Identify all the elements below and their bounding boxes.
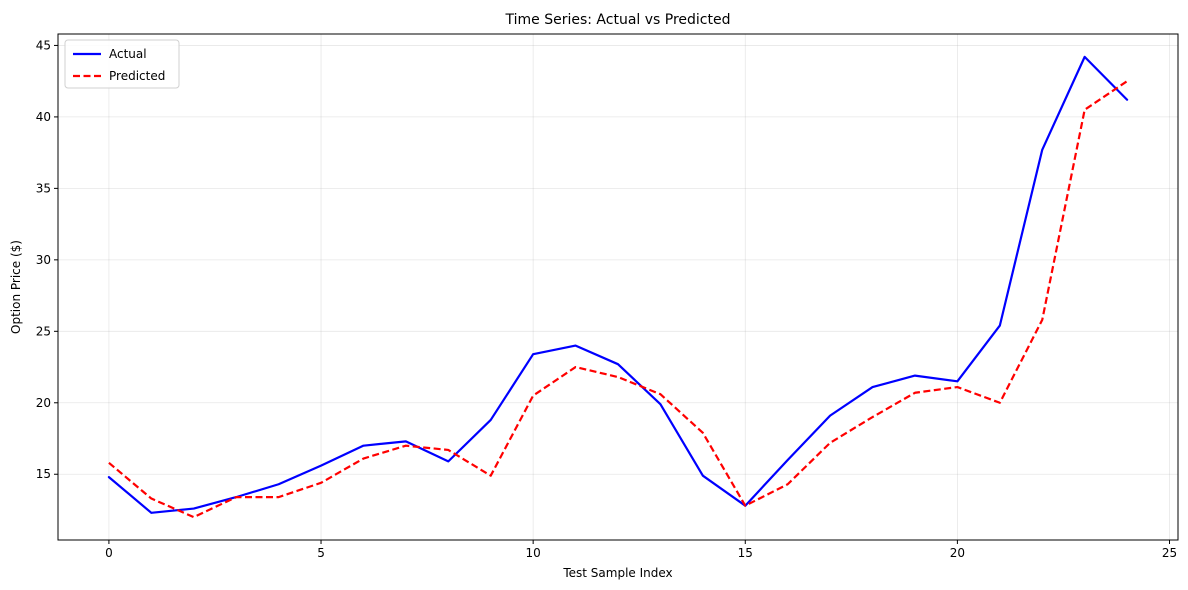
series-lines	[107, 55, 1129, 519]
x-tick-label: 15	[738, 546, 753, 560]
y-tick-label: 15	[36, 467, 51, 481]
y-tick-label: 45	[36, 38, 51, 52]
x-tick-label: 10	[526, 546, 541, 560]
axis-ticks: 0 5 10 15 20 25 15 20 25 30 35 40 45	[36, 38, 1177, 560]
y-axis-label: Option Price ($)	[9, 240, 23, 334]
y-tick-label: 25	[36, 324, 51, 338]
grid	[58, 34, 1178, 540]
x-axis-label: Test Sample Index	[562, 566, 672, 580]
y-tick-label: 20	[36, 396, 51, 410]
x-tick-label: 5	[317, 546, 325, 560]
plot-frame	[57, 33, 1179, 541]
series-line-predicted	[108, 80, 1128, 519]
x-tick-label: 20	[950, 546, 965, 560]
legend: Actual Predicted	[64, 39, 180, 89]
legend-label-predicted: Predicted	[109, 69, 165, 83]
y-tick-label: 35	[36, 181, 51, 195]
x-tick-label: 25	[1162, 546, 1177, 560]
series-line-actual	[107, 55, 1129, 514]
x-tick-label: 0	[105, 546, 113, 560]
legend-box	[64, 39, 180, 89]
y-tick-label: 40	[36, 110, 51, 124]
y-tick-label: 30	[36, 253, 51, 267]
chart-title: Time Series: Actual vs Predicted	[505, 12, 731, 28]
legend-label-actual: Actual	[109, 47, 147, 61]
